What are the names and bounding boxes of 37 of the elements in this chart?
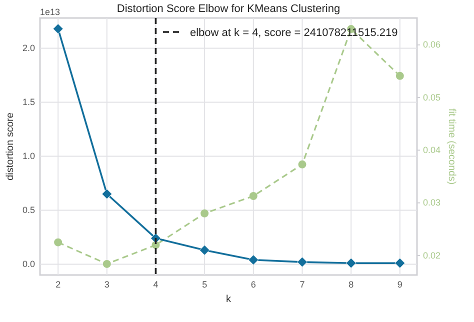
x-tick-label: 4 xyxy=(153,279,158,290)
y-tick-label: 1.5 xyxy=(22,97,35,108)
y2-tick-label: 0.06 xyxy=(423,40,441,50)
x-tick-label: 6 xyxy=(250,279,256,290)
point xyxy=(298,160,306,168)
x-tick-label: 7 xyxy=(300,279,305,290)
point xyxy=(102,260,111,268)
text: 1e13 xyxy=(40,7,60,17)
x-tick-label: 8 xyxy=(348,279,354,290)
y2-axis-title: fit time (seconds) xyxy=(446,108,457,185)
x-tick-label: 2 xyxy=(56,279,61,290)
point xyxy=(296,256,308,268)
y2-tick-label: 0.04 xyxy=(423,145,441,156)
point xyxy=(248,254,259,266)
point xyxy=(102,188,112,200)
y2-tick-label: 0.03 xyxy=(423,198,441,208)
y2-tick-label: 0.05 xyxy=(423,92,441,102)
y-tick-label: 1.0 xyxy=(22,151,35,162)
point xyxy=(52,24,64,34)
ref-line-label: elbow at k = 4, score = 241078211515.219 xyxy=(190,27,398,39)
y2-tick-label: 0.02 xyxy=(423,250,441,260)
point xyxy=(346,258,356,268)
point xyxy=(200,209,209,218)
x-tick-label: 3 xyxy=(104,279,110,290)
x-tick-label: 5 xyxy=(202,279,208,290)
y-axis-title: distortion score xyxy=(5,112,16,180)
y-tick-label: 0.0 xyxy=(22,259,35,270)
x-tick-label: 9 xyxy=(397,279,402,290)
point xyxy=(396,72,404,80)
chart-title: Distortion Score Elbow for KMeans Clustering xyxy=(116,3,340,15)
point xyxy=(394,258,406,268)
point xyxy=(54,238,62,246)
y-tick-label: 2.0 xyxy=(22,43,35,54)
point xyxy=(199,244,210,256)
x-axis-title: k xyxy=(226,294,232,305)
point xyxy=(249,192,258,200)
y-tick-label: 0.5 xyxy=(22,205,35,216)
